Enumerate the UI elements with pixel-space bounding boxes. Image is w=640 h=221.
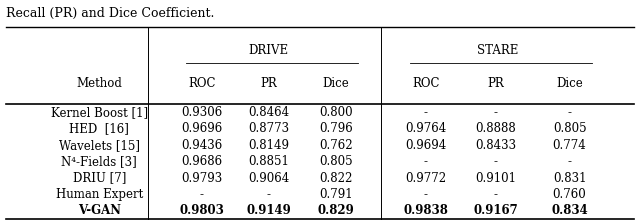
Text: 0.9064: 0.9064 bbox=[248, 171, 289, 185]
Text: 0.796: 0.796 bbox=[319, 122, 353, 135]
Text: 0.831: 0.831 bbox=[553, 171, 586, 185]
Text: 0.8773: 0.8773 bbox=[248, 122, 289, 135]
Text: 0.9696: 0.9696 bbox=[181, 122, 222, 135]
Text: 0.9793: 0.9793 bbox=[181, 171, 222, 185]
Text: 0.9694: 0.9694 bbox=[405, 139, 446, 152]
Text: N⁴-Fields [3]: N⁴-Fields [3] bbox=[61, 155, 137, 168]
Text: 0.9101: 0.9101 bbox=[476, 171, 516, 185]
Text: 0.9686: 0.9686 bbox=[181, 155, 222, 168]
Text: 0.8464: 0.8464 bbox=[248, 106, 289, 119]
Text: 0.9149: 0.9149 bbox=[246, 204, 291, 217]
Text: -: - bbox=[267, 188, 271, 201]
Text: 0.8851: 0.8851 bbox=[248, 155, 289, 168]
Text: -: - bbox=[424, 106, 428, 119]
Text: -: - bbox=[200, 188, 204, 201]
Text: V-GAN: V-GAN bbox=[77, 204, 121, 217]
Text: Human Expert: Human Expert bbox=[56, 188, 143, 201]
Text: PR: PR bbox=[488, 78, 504, 90]
Text: 0.8888: 0.8888 bbox=[476, 122, 516, 135]
Text: 0.834: 0.834 bbox=[551, 204, 588, 217]
Text: 0.9306: 0.9306 bbox=[181, 106, 222, 119]
Text: -: - bbox=[568, 155, 572, 168]
Text: 0.9167: 0.9167 bbox=[474, 204, 518, 217]
Text: Method: Method bbox=[76, 78, 122, 90]
Text: DRIVE: DRIVE bbox=[249, 44, 289, 57]
Text: 0.760: 0.760 bbox=[553, 188, 586, 201]
Text: DRIU [7]: DRIU [7] bbox=[72, 171, 126, 185]
Text: Dice: Dice bbox=[323, 78, 349, 90]
Text: 0.774: 0.774 bbox=[553, 139, 586, 152]
Text: 0.762: 0.762 bbox=[319, 139, 353, 152]
Text: HED  [16]: HED [16] bbox=[69, 122, 129, 135]
Text: Kernel Boost [1]: Kernel Boost [1] bbox=[51, 106, 148, 119]
Text: ROC: ROC bbox=[188, 78, 215, 90]
Text: 0.829: 0.829 bbox=[317, 204, 355, 217]
Text: -: - bbox=[568, 106, 572, 119]
Text: 0.805: 0.805 bbox=[319, 155, 353, 168]
Text: 0.8149: 0.8149 bbox=[248, 139, 289, 152]
Text: 0.822: 0.822 bbox=[319, 171, 353, 185]
Text: Recall (PR) and Dice Coefficient.: Recall (PR) and Dice Coefficient. bbox=[6, 7, 215, 20]
Text: -: - bbox=[494, 106, 498, 119]
Text: STARE: STARE bbox=[477, 44, 518, 57]
Text: 0.9803: 0.9803 bbox=[179, 204, 224, 217]
Text: 0.9436: 0.9436 bbox=[181, 139, 222, 152]
Text: 0.9838: 0.9838 bbox=[403, 204, 448, 217]
Text: 0.800: 0.800 bbox=[319, 106, 353, 119]
Text: 0.9764: 0.9764 bbox=[405, 122, 446, 135]
Text: 0.8433: 0.8433 bbox=[476, 139, 516, 152]
Text: Dice: Dice bbox=[556, 78, 583, 90]
Text: PR: PR bbox=[260, 78, 277, 90]
Text: -: - bbox=[494, 155, 498, 168]
Text: Wavelets [15]: Wavelets [15] bbox=[59, 139, 140, 152]
Text: ROC: ROC bbox=[412, 78, 439, 90]
Text: 0.805: 0.805 bbox=[553, 122, 586, 135]
Text: 0.791: 0.791 bbox=[319, 188, 353, 201]
Text: -: - bbox=[494, 188, 498, 201]
Text: 0.9772: 0.9772 bbox=[405, 171, 446, 185]
Text: -: - bbox=[424, 155, 428, 168]
Text: -: - bbox=[424, 188, 428, 201]
